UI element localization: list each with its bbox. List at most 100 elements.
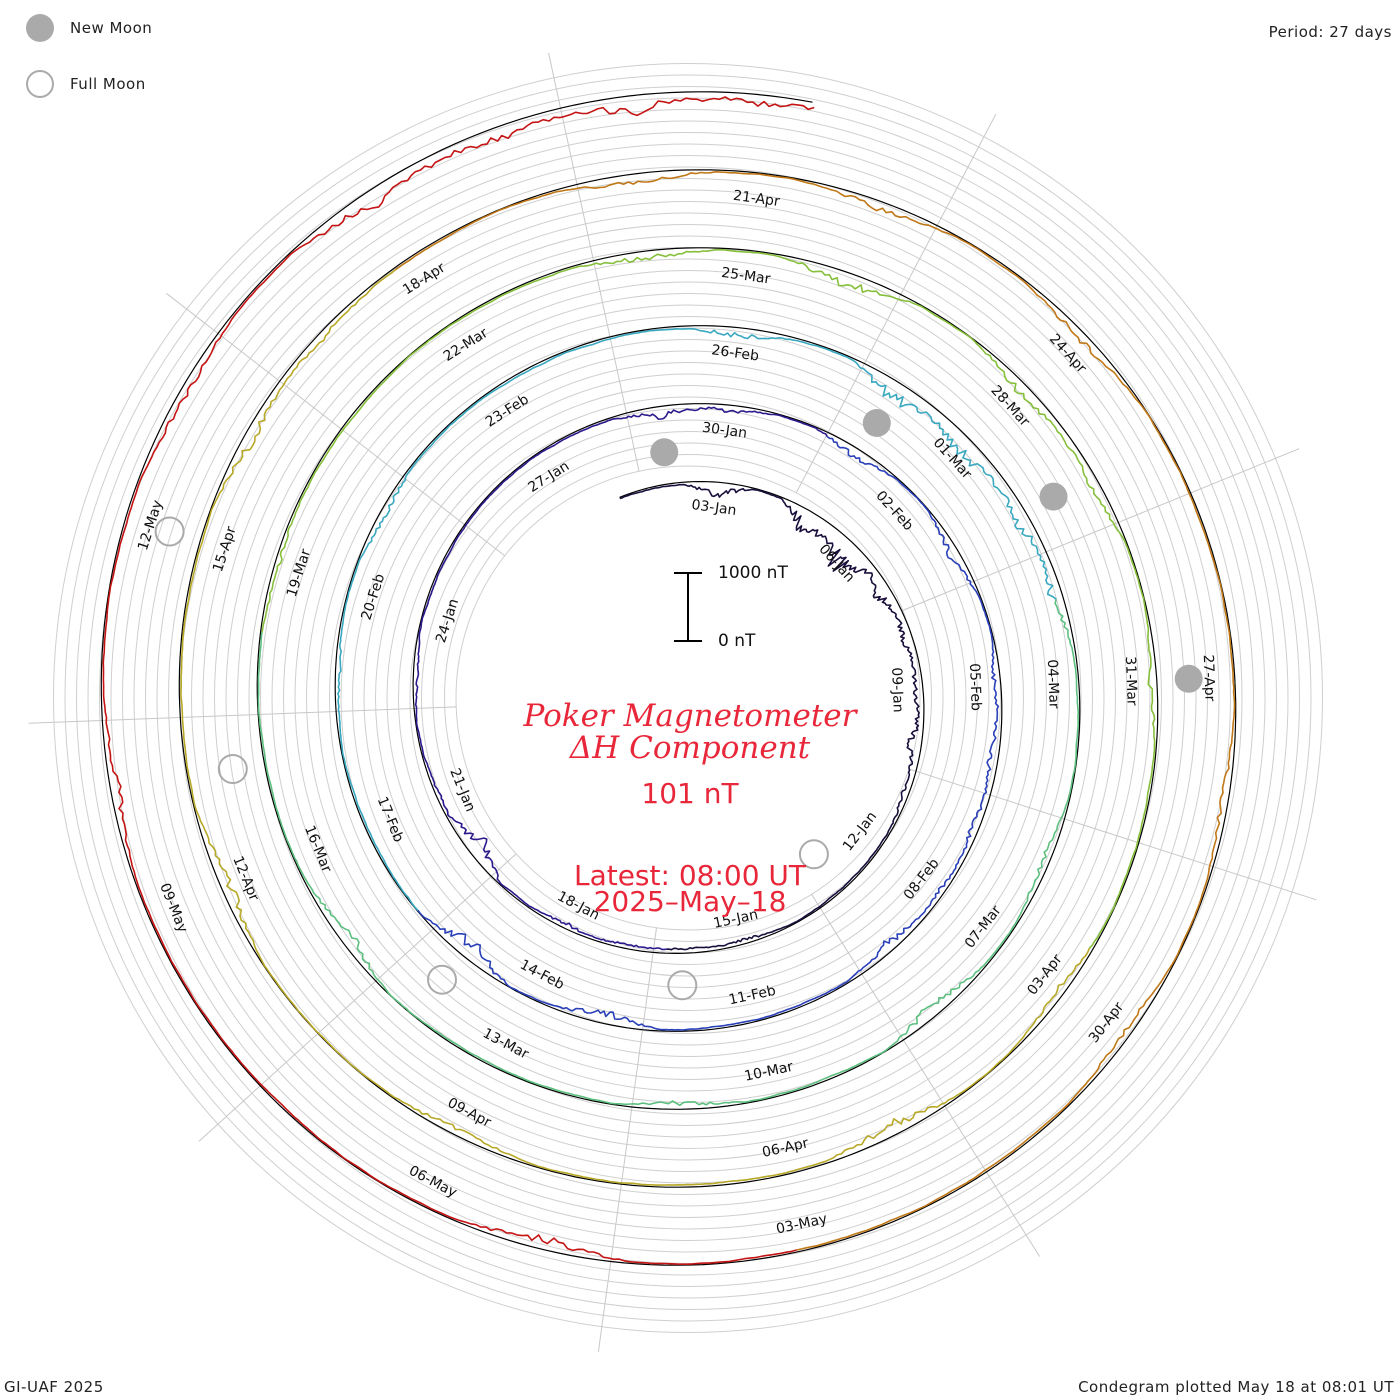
date-tick-label: 16-Mar <box>301 823 335 875</box>
date-tick-label: 03-May <box>775 1211 829 1238</box>
grid-circle <box>340 350 1036 1046</box>
grid-circle <box>363 373 1013 1023</box>
trace-segment-2 <box>417 436 1000 1031</box>
date-tick-label: 06-Jan <box>815 541 857 585</box>
period-label: Period: 27 days <box>1268 23 1392 41</box>
current-value: 101 nT <box>641 777 739 810</box>
date-tick-label: 09-May <box>156 881 190 935</box>
grid-spoke <box>198 853 517 1142</box>
new-moon-marker <box>650 438 679 467</box>
date-tick-label: 06-May <box>406 1163 459 1201</box>
trace-segment-7 <box>395 171 1236 1251</box>
grid-circle <box>214 224 1162 1172</box>
grid-spoke <box>166 293 506 557</box>
grid-circle <box>306 316 1070 1080</box>
new-moon-marker <box>862 409 891 437</box>
plotted-label: Condegram plotted May 18 at 08:01 UT <box>1078 1378 1394 1396</box>
date-tick-label: 22-Mar <box>441 325 491 365</box>
trace-segment-3 <box>337 328 1057 911</box>
grid-circle <box>156 166 1220 1230</box>
grid-circle <box>76 86 1300 1310</box>
grid-spoke <box>597 927 657 1352</box>
grid-circle <box>168 178 1208 1218</box>
grid-circle <box>133 143 1243 1253</box>
grid-circle <box>64 74 1312 1322</box>
date-tick-label: 11-Feb <box>727 983 777 1009</box>
grid-circle <box>53 63 1323 1333</box>
grid-circle <box>271 281 1105 1115</box>
grid-circle <box>248 258 1128 1138</box>
grid-circle <box>398 408 978 988</box>
full-moon-marker <box>798 839 829 870</box>
date-tick-label: 23-Feb <box>483 391 532 430</box>
baseline-spiral <box>100 91 1237 1266</box>
full-moon-icon <box>26 70 54 98</box>
grid-circle <box>455 465 921 931</box>
grid-circle <box>191 201 1185 1195</box>
date-tick-label: 24-Apr <box>1046 331 1089 377</box>
grid-spoke <box>548 52 640 472</box>
trace-segment-6 <box>180 269 1091 1186</box>
grid-circle <box>294 304 1082 1092</box>
full-moon-marker <box>427 964 457 995</box>
date-tick-label: 04-Mar <box>1044 659 1062 709</box>
date-tick-label: 13-Mar <box>480 1025 531 1062</box>
date-tick-label: 21-Apr <box>732 188 781 210</box>
date-tick-label: 27-Apr <box>1200 654 1218 702</box>
chart-subtitle: ΔH Component <box>569 730 811 766</box>
date-tick-label: 26-Feb <box>711 342 760 364</box>
grid-circle <box>421 431 955 965</box>
date-tick-label: 30-Jan <box>701 420 748 442</box>
grid-circle <box>110 120 1266 1276</box>
new-moon-icon <box>26 14 54 42</box>
new-moon-marker <box>1174 664 1203 693</box>
chart-title: Poker Magnetometer <box>523 698 857 734</box>
grid-circle <box>329 339 1047 1057</box>
grid-circle <box>352 362 1024 1034</box>
legend-new-moon-label: New Moon <box>70 19 153 37</box>
grid-circle <box>409 419 967 977</box>
date-tick-label: 12-Jan <box>840 809 880 855</box>
latest-date: 2025–May–18 <box>593 885 787 918</box>
date-tick-label: 25-Mar <box>720 265 771 288</box>
date-tick-label: 09-Jan <box>888 667 906 713</box>
date-tick-label: 31-Mar <box>1122 656 1140 706</box>
full-moon-marker <box>667 970 698 1001</box>
scale-bottom-label: 0 nT <box>718 631 756 651</box>
grid-circle <box>260 270 1116 1126</box>
grid-spoke <box>811 894 1041 1257</box>
legend-full-moon: Full Moon <box>26 70 146 98</box>
date-tick-label: 12-Apr <box>229 854 262 904</box>
date-tick-label: 07-Mar <box>962 903 1005 952</box>
legend-full-moon-label: Full Moon <box>70 75 146 93</box>
trace-segment-5 <box>261 248 1156 949</box>
trace-segment-4 <box>257 599 1080 1107</box>
latest-time: Latest: 08:00 UT <box>573 859 807 892</box>
date-tick-label: 14-Feb <box>517 957 567 993</box>
credit-label: GI-UAF 2025 <box>4 1378 104 1396</box>
date-tick-label: 27-Jan <box>525 458 572 496</box>
grid-circle <box>375 385 1001 1011</box>
grid-circle <box>225 235 1151 1161</box>
trace-segment-1 <box>414 406 829 951</box>
grid-spoke <box>795 113 997 494</box>
grid-circle <box>99 109 1277 1287</box>
scale-top-label: 1000 nT <box>718 563 788 583</box>
full-moon-marker <box>154 516 185 547</box>
grid-spoke <box>908 768 1317 901</box>
date-tick-label: 03-Jan <box>691 497 738 519</box>
date-tick-label: 24-Jan <box>433 597 462 645</box>
legend-new-moon: New Moon <box>26 14 152 42</box>
grid-circle <box>444 454 932 942</box>
grid-spoke <box>28 706 457 724</box>
date-tick-label: 09-Apr <box>445 1095 494 1131</box>
date-tick-label: 28-Mar <box>987 383 1032 430</box>
grid-circle <box>202 212 1174 1184</box>
date-tick-label: 17-Feb <box>374 795 407 845</box>
new-moon-marker <box>1039 482 1068 511</box>
grid-circle <box>145 155 1231 1241</box>
date-tick-label: 20-Feb <box>358 572 388 622</box>
date-tick-label: 18-Apr <box>400 260 448 299</box>
trace-segment-8 <box>102 96 815 1265</box>
